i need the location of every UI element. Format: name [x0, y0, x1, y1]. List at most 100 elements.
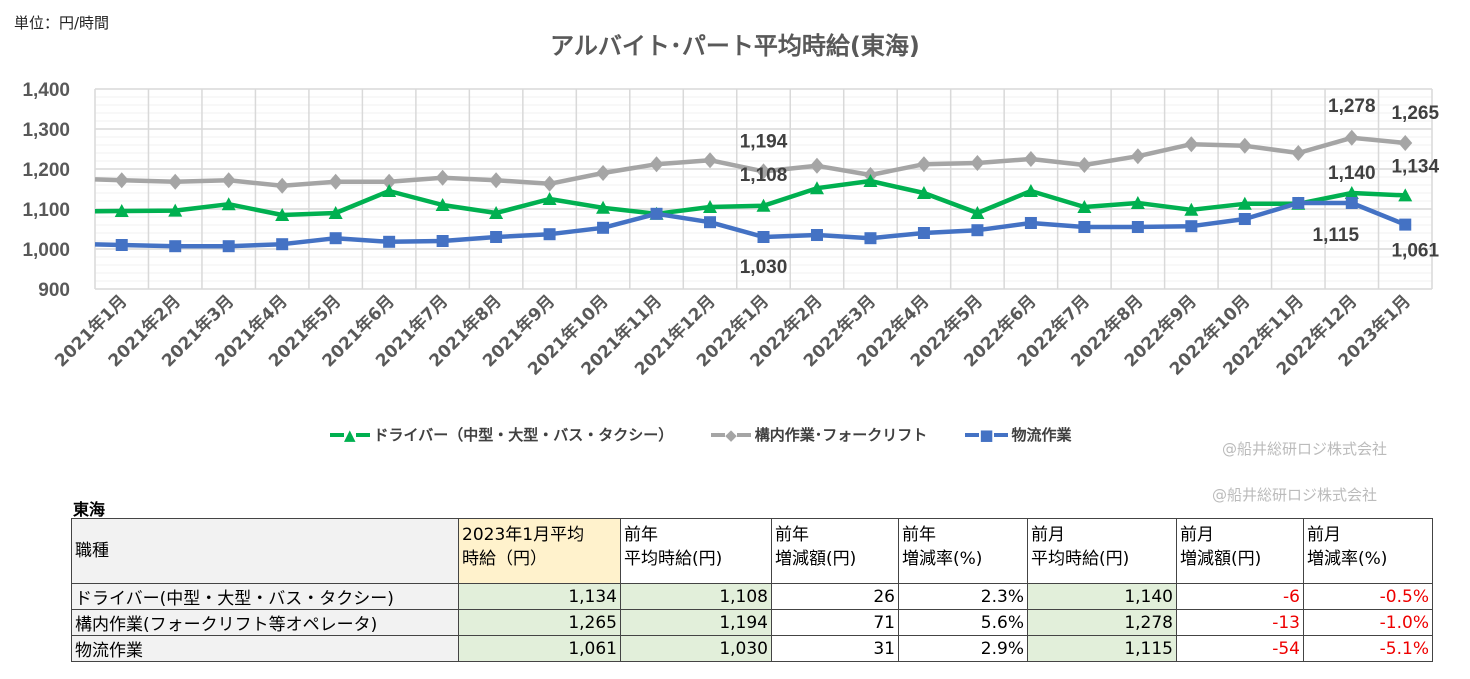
table-cell: 1,140: [1027, 583, 1177, 610]
legend-label: ドライバー（中型・大型・バス・タクシー）: [373, 426, 674, 444]
series-line: [94, 135, 1406, 189]
table-cell: 1,265: [458, 609, 621, 636]
data-point: [597, 221, 610, 234]
data-point: [1184, 202, 1199, 216]
data-point: [276, 238, 289, 251]
legend-item: ■ 物流作業: [965, 424, 1072, 445]
table-cell: 構内作業(フォークリフト等オペレータ): [71, 609, 459, 636]
wage-table: 職種 2023年1月平均 時給（円） 前年 平均時給(円) 前年 増減額(円) 前年 増減率(%…: [71, 518, 1433, 662]
data-point: [1131, 221, 1144, 233]
data-point: [383, 235, 396, 248]
data-point: [1185, 220, 1198, 233]
legend-square-icon: ■: [965, 426, 1008, 444]
data-point: [757, 231, 770, 243]
copyright-chart: @船井総研ロジ株式会社: [1222, 440, 1388, 458]
data-point: [382, 184, 397, 197]
data-point: [917, 227, 930, 239]
data-point: [916, 186, 931, 199]
data-point: [1077, 157, 1092, 173]
data-label: 1,061: [1391, 241, 1439, 262]
data-point: [436, 235, 449, 247]
table-cell: 26: [771, 583, 899, 610]
data-point: [863, 174, 878, 187]
data-label: 1,194: [740, 131, 788, 152]
data-point: [756, 163, 771, 180]
table-cell: 1,108: [620, 583, 772, 610]
data-label: 1,115: [1313, 225, 1360, 246]
table-cell: -5.1%: [1303, 635, 1433, 662]
data-point: [275, 177, 290, 194]
data-point: [1398, 135, 1413, 151]
table-cell: 71: [771, 609, 899, 636]
data-point: [1344, 129, 1359, 146]
data-point: [703, 152, 718, 169]
data-point: [221, 172, 236, 189]
column-header: 前月 増減額(円): [1176, 518, 1304, 584]
table-cell: 1,061: [458, 635, 621, 662]
column-header: 前年 増減率(%): [898, 518, 1028, 584]
table-cell: 物流作業: [71, 635, 459, 662]
data-point: [490, 231, 503, 243]
table-cell: 1,278: [1027, 609, 1177, 636]
data-point: [542, 192, 557, 205]
data-point: [704, 216, 717, 229]
data-point: [168, 173, 183, 190]
data-label: 1,134: [1391, 156, 1439, 177]
data-point: [596, 165, 611, 181]
column-header: 前年 増減額(円): [771, 518, 899, 584]
legend-item: ◆ 構内作業･フォークリフト: [711, 424, 927, 445]
data-point: [864, 232, 877, 245]
data-point: [809, 157, 824, 174]
data-point: [1398, 188, 1413, 202]
data-point: [329, 232, 342, 245]
data-point: [1238, 213, 1251, 225]
table-cell: -6: [1176, 583, 1304, 610]
data-point: [1023, 151, 1038, 167]
data-point: [1291, 145, 1306, 161]
table-region-label: 東海: [73, 500, 106, 519]
data-point: [435, 198, 450, 211]
data-point: [1292, 197, 1305, 209]
legend-label: 物流作業: [1011, 426, 1072, 444]
data-point: [1345, 197, 1358, 209]
column-header: 前月 増減率(%): [1303, 518, 1433, 584]
data-point: [809, 181, 824, 195]
data-point: [1184, 136, 1199, 153]
data-point: [542, 175, 557, 192]
column-header: 前年 平均時給(円): [620, 518, 772, 584]
table-cell: -1.0%: [1303, 609, 1433, 636]
data-point: [649, 156, 664, 173]
table-cell: 1,194: [620, 609, 772, 636]
data-label: 1,278: [1328, 96, 1376, 117]
y-tick-label: 1,200: [22, 160, 70, 181]
table-cell: 1,030: [620, 635, 772, 662]
data-point: [115, 239, 128, 251]
table-cell: -54: [1176, 635, 1304, 662]
data-point: [489, 172, 504, 189]
data-label: 1,108: [740, 165, 788, 186]
table-cell: 31: [771, 635, 899, 662]
data-point: [1130, 148, 1145, 165]
column-header: 2023年1月平均 時給（円）: [458, 518, 621, 584]
table-cell: 5.6%: [898, 609, 1028, 636]
data-point: [489, 206, 504, 219]
data-point: [1024, 217, 1037, 229]
legend-triangle-icon: ▲: [330, 426, 370, 444]
data-point: [1130, 196, 1145, 209]
legend-label: 構内作業･フォークリフト: [754, 426, 928, 444]
data-point: [650, 207, 663, 220]
data-point: [970, 206, 985, 219]
data-point: [970, 155, 985, 171]
data-label: 1,030: [740, 257, 788, 278]
data-point: [703, 200, 718, 213]
legend-item: ▲ ドライバー（中型・大型・バス・タクシー）: [330, 424, 673, 445]
data-point: [328, 206, 343, 219]
legend: ▲ ドライバー（中型・大型・バス・タクシー） ◆ 構内作業･フォークリフト ■ 物流作業: [330, 424, 1072, 445]
data-point: [916, 156, 931, 173]
data-label: 1,265: [1391, 103, 1439, 124]
line-chart: 9001,0001,1001,2001,3001,4002021年1月2021年…: [22, 80, 1439, 380]
data-point: [168, 203, 183, 217]
data-point: [1237, 196, 1252, 210]
data-point: [382, 173, 397, 190]
